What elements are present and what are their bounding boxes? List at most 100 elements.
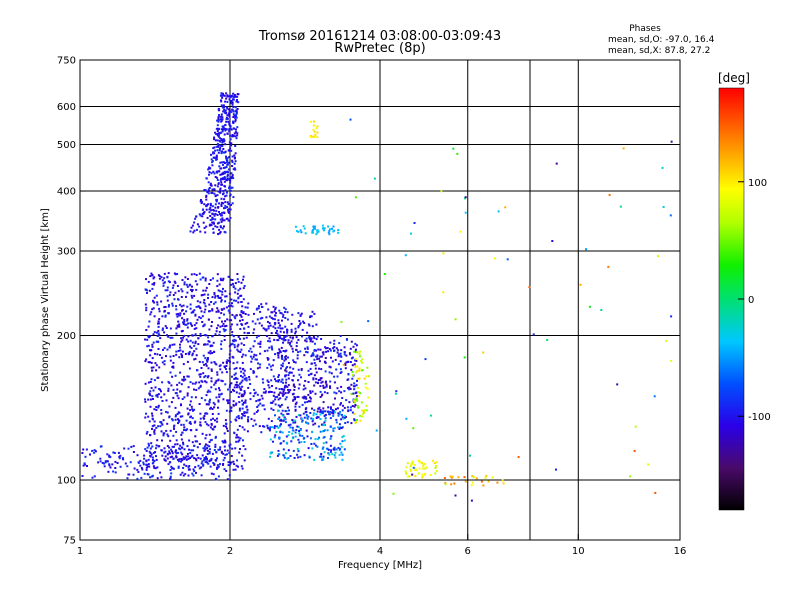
data-point — [225, 425, 227, 428]
data-point — [555, 162, 558, 165]
data-point — [220, 113, 223, 116]
data-point — [144, 448, 147, 451]
data-point — [271, 426, 274, 429]
data-point — [326, 429, 329, 432]
data-point — [413, 463, 416, 466]
data-point — [328, 453, 331, 456]
data-point — [303, 397, 305, 400]
data-point — [189, 422, 192, 425]
data-point — [340, 320, 343, 323]
data-point — [164, 306, 167, 308]
data-point — [175, 350, 178, 353]
data-point — [188, 448, 190, 451]
data-point — [287, 374, 290, 377]
data-point — [504, 206, 507, 209]
data-point — [218, 330, 221, 333]
data-point — [340, 427, 343, 429]
data-point — [355, 351, 358, 354]
data-point — [207, 203, 210, 206]
data-point — [177, 397, 180, 400]
data-point — [414, 467, 417, 470]
data-point — [299, 229, 302, 232]
data-point — [172, 294, 175, 296]
data-point — [218, 396, 221, 398]
data-point — [184, 323, 187, 326]
data-point — [306, 435, 309, 438]
data-point — [307, 381, 310, 383]
data-point — [176, 443, 179, 446]
data-point — [156, 353, 159, 356]
data-point — [300, 369, 303, 372]
data-point — [208, 208, 211, 211]
data-point — [294, 431, 297, 434]
data-point — [198, 213, 201, 216]
data-point — [265, 302, 268, 305]
data-point — [217, 289, 220, 292]
data-point — [193, 350, 196, 353]
data-point — [181, 309, 184, 311]
data-point — [285, 349, 288, 352]
data-point — [230, 177, 233, 180]
x-tick-label: 2 — [227, 546, 233, 557]
data-point — [211, 221, 214, 224]
data-point — [324, 413, 327, 416]
data-point — [170, 448, 173, 451]
data-point — [168, 304, 170, 307]
data-point — [220, 177, 223, 180]
data-point — [287, 339, 290, 342]
data-point — [227, 208, 230, 211]
data-point — [204, 412, 207, 415]
data-point — [220, 299, 223, 302]
data-point — [177, 451, 180, 454]
data-point — [287, 388, 290, 391]
data-point — [228, 345, 231, 348]
data-point — [292, 374, 295, 377]
data-point — [329, 386, 332, 389]
data-point — [268, 346, 271, 349]
data-point — [176, 315, 179, 318]
data-point — [205, 195, 208, 198]
data-point — [332, 225, 335, 228]
data-point — [354, 348, 357, 351]
data-point — [305, 410, 308, 413]
data-point — [323, 227, 326, 230]
data-point — [223, 207, 225, 210]
data-point — [259, 317, 262, 320]
data-point — [272, 359, 275, 362]
data-point — [292, 367, 295, 370]
data-point — [233, 299, 236, 302]
data-point — [206, 412, 209, 415]
data-point — [220, 104, 223, 107]
data-point — [278, 348, 281, 351]
data-point — [361, 369, 364, 372]
data-point — [147, 335, 150, 338]
data-point — [196, 300, 199, 303]
data-point — [156, 340, 159, 343]
data-point — [164, 455, 167, 458]
data-point — [217, 135, 220, 138]
data-point — [145, 278, 147, 281]
data-point — [224, 441, 227, 444]
data-point — [228, 305, 230, 308]
data-point — [216, 371, 219, 374]
data-point — [160, 276, 163, 279]
data-point — [301, 396, 304, 399]
data-point — [312, 377, 315, 380]
data-point — [229, 111, 232, 114]
data-point — [174, 281, 177, 284]
data-point — [295, 345, 298, 348]
data-point — [275, 425, 278, 428]
data-point — [191, 354, 194, 357]
data-point — [324, 386, 327, 389]
data-point — [219, 463, 221, 466]
data-point — [225, 469, 228, 472]
data-point — [356, 369, 359, 372]
data-point — [230, 391, 233, 393]
data-point — [146, 345, 149, 348]
data-point — [202, 301, 205, 304]
data-point — [303, 441, 306, 443]
data-point — [224, 325, 226, 328]
data-point — [229, 147, 232, 150]
data-point — [225, 161, 228, 164]
data-point — [190, 311, 193, 314]
